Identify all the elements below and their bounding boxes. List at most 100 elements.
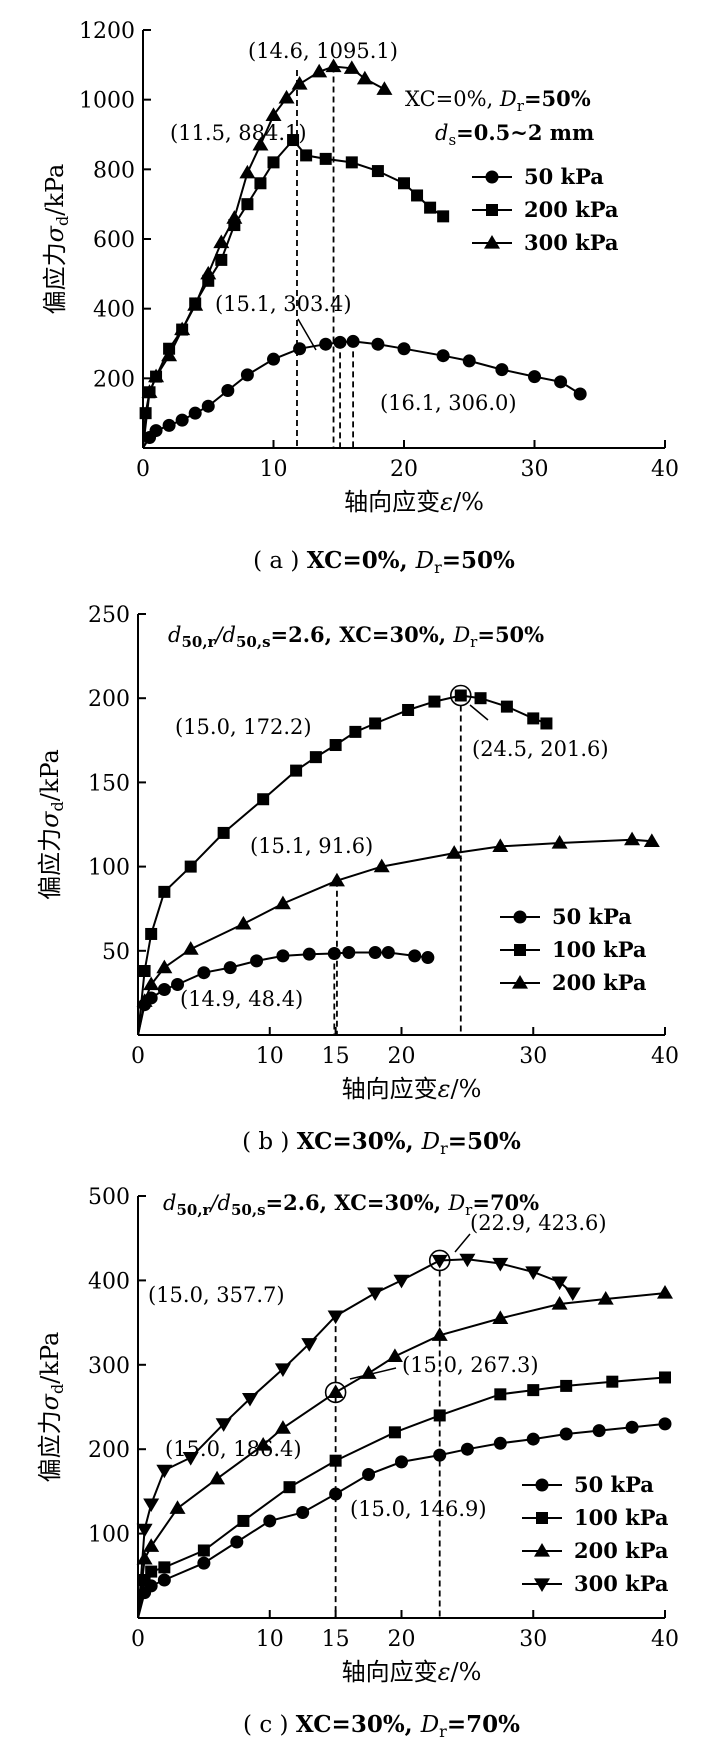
marker-circle xyxy=(333,335,347,349)
marker-square xyxy=(139,407,152,420)
marker-square xyxy=(500,700,513,713)
info-text: d50,r/d50,s=2.6, XC=30%, Dr=70% xyxy=(163,1190,539,1219)
marker-square xyxy=(254,177,267,190)
caption-part: ( b ) xyxy=(242,1129,297,1155)
annotation-label: (14.6, 1095.1) xyxy=(248,39,398,63)
marker-triangle-down xyxy=(156,1464,173,1479)
y-tick-label: 200 xyxy=(93,367,135,392)
caption-part: ( a ) xyxy=(253,548,307,574)
y-tick-label: 1200 xyxy=(79,19,135,44)
marker-triangle xyxy=(274,1420,291,1434)
marker-triangle xyxy=(484,235,500,249)
marker-circle xyxy=(296,1506,310,1519)
marker-triangle xyxy=(492,1310,509,1324)
marker-triangle xyxy=(360,1365,377,1379)
marker-triangle xyxy=(343,60,360,74)
marker-square xyxy=(283,1481,296,1494)
x-label-unit: /% xyxy=(451,1075,482,1103)
caption-part: =70% xyxy=(447,1711,520,1738)
peak-circle xyxy=(449,684,472,707)
marker-triangle xyxy=(327,1384,344,1398)
marker-circle xyxy=(319,337,333,351)
marker-square xyxy=(197,1544,210,1557)
x-label-unit: /% xyxy=(453,488,484,516)
marker-triangle-down xyxy=(525,1266,542,1280)
x-tick-label: 10 xyxy=(260,457,288,482)
marker-triangle xyxy=(551,1296,568,1310)
marker-circle xyxy=(493,1436,507,1450)
marker-square xyxy=(536,1512,548,1524)
y-axis-label: 偏应力σd/kPa xyxy=(41,164,72,315)
caption-part: ( c ) xyxy=(243,1712,296,1738)
info-var: d xyxy=(435,121,448,145)
annotation-label: (11.5, 884.1) xyxy=(170,121,307,145)
peak-circle xyxy=(324,1381,347,1404)
series-100-kPa xyxy=(137,1371,671,1619)
marker-square xyxy=(329,1454,342,1467)
info-var: D xyxy=(447,1191,465,1215)
marker-circle xyxy=(362,1468,376,1482)
y-label-unit: /kPa xyxy=(36,749,64,801)
y-axis-label: 偏应力σd/kPa xyxy=(36,749,67,900)
marker-square xyxy=(371,165,384,178)
series-50-kPa xyxy=(142,334,587,449)
marker-square xyxy=(158,1561,171,1574)
marker-square xyxy=(411,189,424,202)
y-label-unit: /kPa xyxy=(41,164,69,216)
info-var: /d xyxy=(208,1191,231,1215)
marker-triangle-down xyxy=(182,1452,199,1466)
marker-square xyxy=(145,1565,158,1578)
marker-square xyxy=(215,253,228,266)
marker-triangle xyxy=(597,1290,614,1305)
marker-circle xyxy=(535,1478,549,1492)
marker-circle xyxy=(592,1424,606,1438)
marker-square xyxy=(560,1379,573,1392)
marker-circle xyxy=(421,951,435,965)
info-text-2: ds=0.5~2 mm xyxy=(435,120,594,149)
marker-square xyxy=(145,927,158,940)
marker-triangle xyxy=(356,70,373,85)
y-axis-label: 偏应力σd/kPa xyxy=(36,1332,67,1483)
marker-square xyxy=(319,152,332,165)
marker-triangle xyxy=(265,107,282,121)
marker-triangle xyxy=(252,136,269,151)
marker-circle xyxy=(175,413,189,427)
info-part: =70% xyxy=(472,1190,539,1215)
marker-triangle xyxy=(174,321,191,336)
marker-circle xyxy=(267,352,280,366)
marker-circle xyxy=(495,363,509,377)
marker-square xyxy=(267,156,280,169)
marker-square xyxy=(349,725,362,738)
y-label-symbol: σ xyxy=(36,811,64,828)
marker-triangle xyxy=(169,1500,186,1514)
marker-square xyxy=(402,703,415,716)
y-tick-label: 400 xyxy=(93,298,135,323)
marker-circle xyxy=(436,349,450,363)
marker-square xyxy=(494,1388,507,1401)
annotation-leader xyxy=(469,704,489,721)
marker-triangle xyxy=(213,234,230,249)
series-50-kPa xyxy=(137,1417,672,1619)
y-tick-label: 1000 xyxy=(79,89,135,114)
marker-circle xyxy=(197,966,211,980)
marker-circle xyxy=(368,945,382,959)
marker-circle xyxy=(462,354,476,368)
marker-triangle-down xyxy=(136,1523,153,1538)
info-text: d50,r/d50,s=2.6, XC=30%, Dr=50% xyxy=(168,622,544,651)
x-tick-label: 0 xyxy=(131,1044,145,1069)
marker-square xyxy=(369,717,382,730)
legend-label: 50 kPa xyxy=(574,1472,654,1497)
marker-circle xyxy=(346,334,360,348)
info-sub: 50,r xyxy=(176,1201,211,1219)
caption-var: D xyxy=(415,548,434,574)
marker-circle xyxy=(381,945,395,959)
marker-circle xyxy=(371,337,385,351)
marker-triangle xyxy=(325,58,342,73)
marker-circle xyxy=(408,949,422,963)
caption-part: XC=0%, xyxy=(307,547,416,574)
legend-label: 50 kPa xyxy=(524,164,604,189)
marker-circle xyxy=(460,1442,474,1456)
y-label-subscript: d xyxy=(48,1384,67,1394)
info-sub: s xyxy=(448,131,456,149)
caption-part: =50% xyxy=(448,1128,521,1155)
